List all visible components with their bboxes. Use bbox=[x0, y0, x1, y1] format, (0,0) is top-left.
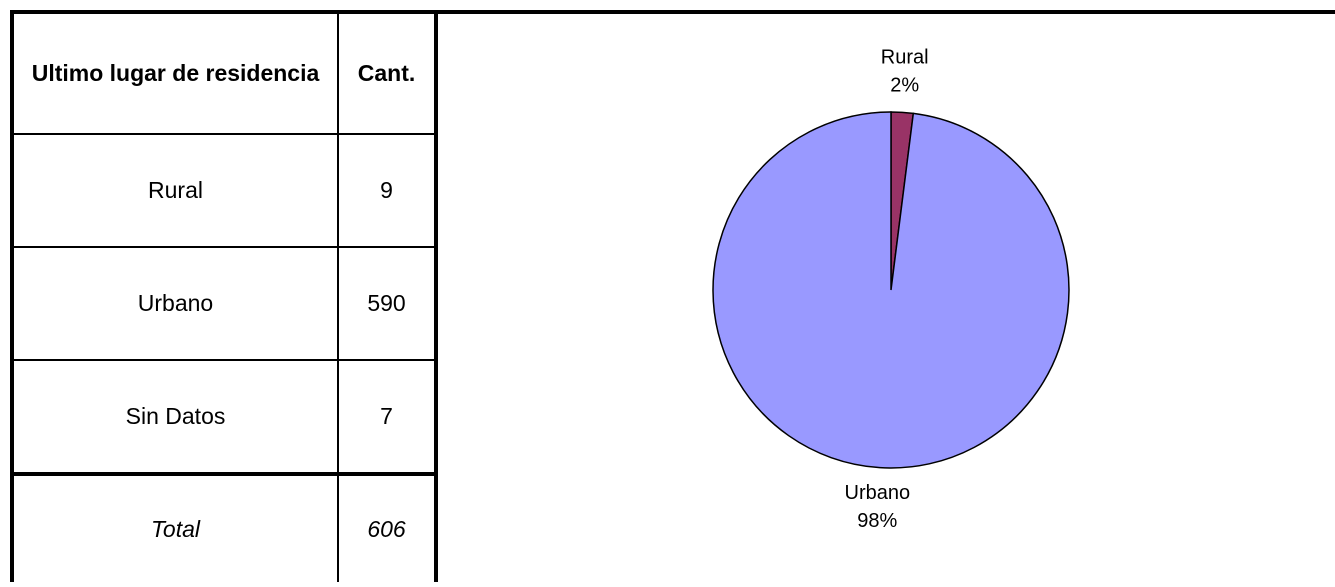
data-table: Ultimo lugar de residencia Cant. Rural 9… bbox=[10, 10, 438, 582]
total-row: Total 606 bbox=[10, 472, 438, 582]
cell: Urbano bbox=[10, 246, 339, 361]
pie-slice bbox=[712, 111, 1070, 469]
cell: 590 bbox=[337, 246, 438, 361]
header-row: Ultimo lugar de residencia Cant. bbox=[10, 10, 438, 135]
slice-value: 98% bbox=[857, 510, 897, 532]
slice-label: Urbano bbox=[845, 482, 911, 504]
frame-line bbox=[10, 10, 1335, 14]
cell: Rural bbox=[10, 133, 339, 248]
cell: 9 bbox=[337, 133, 438, 248]
cell: 606 bbox=[337, 472, 438, 582]
cell: Sin Datos bbox=[10, 359, 339, 475]
row: Rural 9 bbox=[10, 133, 438, 248]
header-cell: Ultimo lugar de residencia bbox=[10, 10, 339, 135]
slice-value: 2% bbox=[890, 75, 919, 97]
pie-chart: Rural 2% Urbano 98% bbox=[712, 47, 1070, 532]
row: Sin Datos 7 bbox=[10, 359, 438, 475]
slice-label: Rural bbox=[881, 47, 929, 69]
cell: 7 bbox=[337, 359, 438, 475]
cell: Total bbox=[10, 472, 339, 582]
header-cell: Cant. bbox=[337, 10, 438, 135]
row: Urbano 590 bbox=[10, 246, 438, 361]
